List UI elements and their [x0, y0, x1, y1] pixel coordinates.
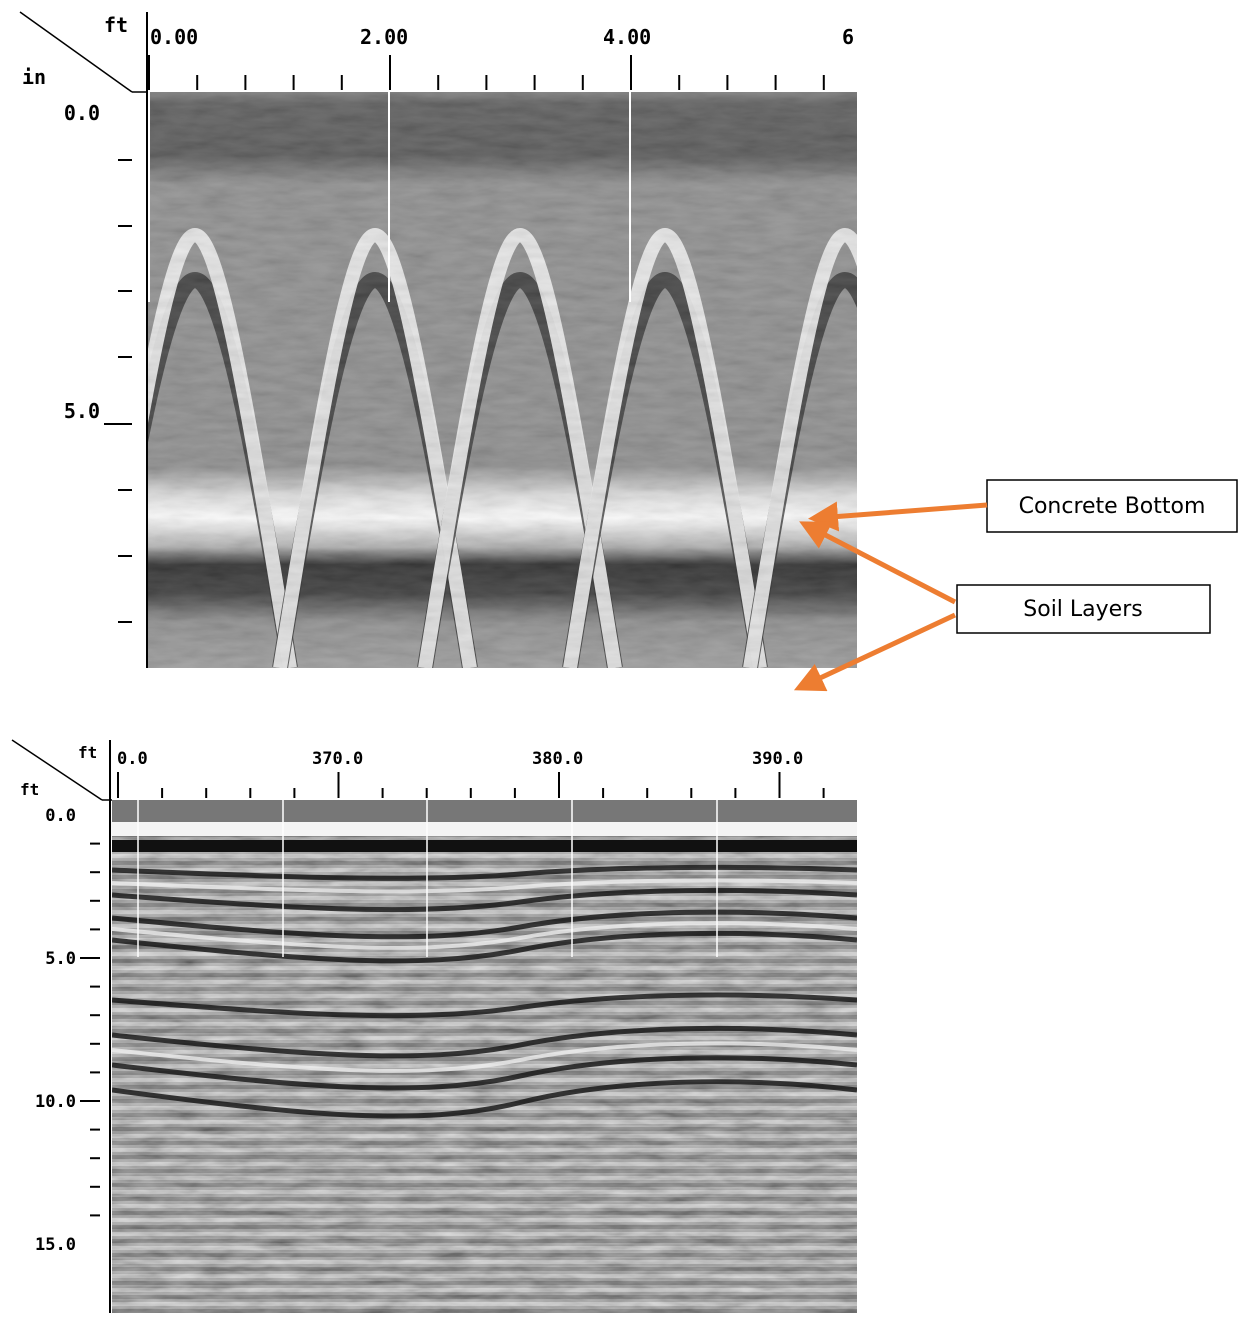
axes-bottom [11, 739, 825, 1313]
callout-box [956, 584, 1211, 634]
soil-layer [112, 930, 857, 964]
soil-layer [112, 921, 857, 950]
x-label: 390.0 [752, 749, 803, 769]
radargram-bottom [112, 800, 857, 1313]
soil-layer [112, 1079, 857, 1119]
soil-layer [112, 1025, 857, 1059]
callout: Soil Layers [1023, 597, 1142, 622]
soil-layer [112, 887, 857, 913]
soil-layer [112, 1055, 857, 1091]
radargram-top [147, 92, 857, 668]
x-label: 2.00 [360, 25, 408, 49]
x-label: 6 [842, 25, 854, 49]
x-label: 4.00 [603, 25, 651, 49]
soil-layer [112, 992, 857, 1019]
arrow [793, 612, 957, 692]
arrow [808, 501, 988, 532]
x-unit: ft [104, 13, 128, 37]
y-label: 15.0 [35, 1235, 76, 1255]
y-unit: in [22, 65, 46, 89]
soil-layer [112, 864, 857, 881]
soil-layer [112, 878, 857, 894]
callout: Concrete Bottom [1019, 494, 1206, 519]
y-label: 10.0 [35, 1092, 76, 1112]
soil-layer [112, 1041, 857, 1073]
axes-top [19, 11, 825, 668]
y-label: 0.0 [45, 806, 76, 826]
y-label: 0.0 [64, 101, 100, 125]
x-label: 380.0 [532, 749, 583, 769]
x-unit: ft [78, 743, 97, 762]
x-label: 370.0 [312, 749, 363, 769]
y-unit: ft [20, 780, 39, 799]
soil-layer [112, 909, 857, 940]
x-label: 0.0 [117, 749, 148, 769]
x-label: 0.00 [150, 25, 198, 49]
y-label: 5.0 [45, 949, 76, 969]
y-label: 5.0 [64, 399, 100, 423]
arrow [799, 521, 957, 605]
